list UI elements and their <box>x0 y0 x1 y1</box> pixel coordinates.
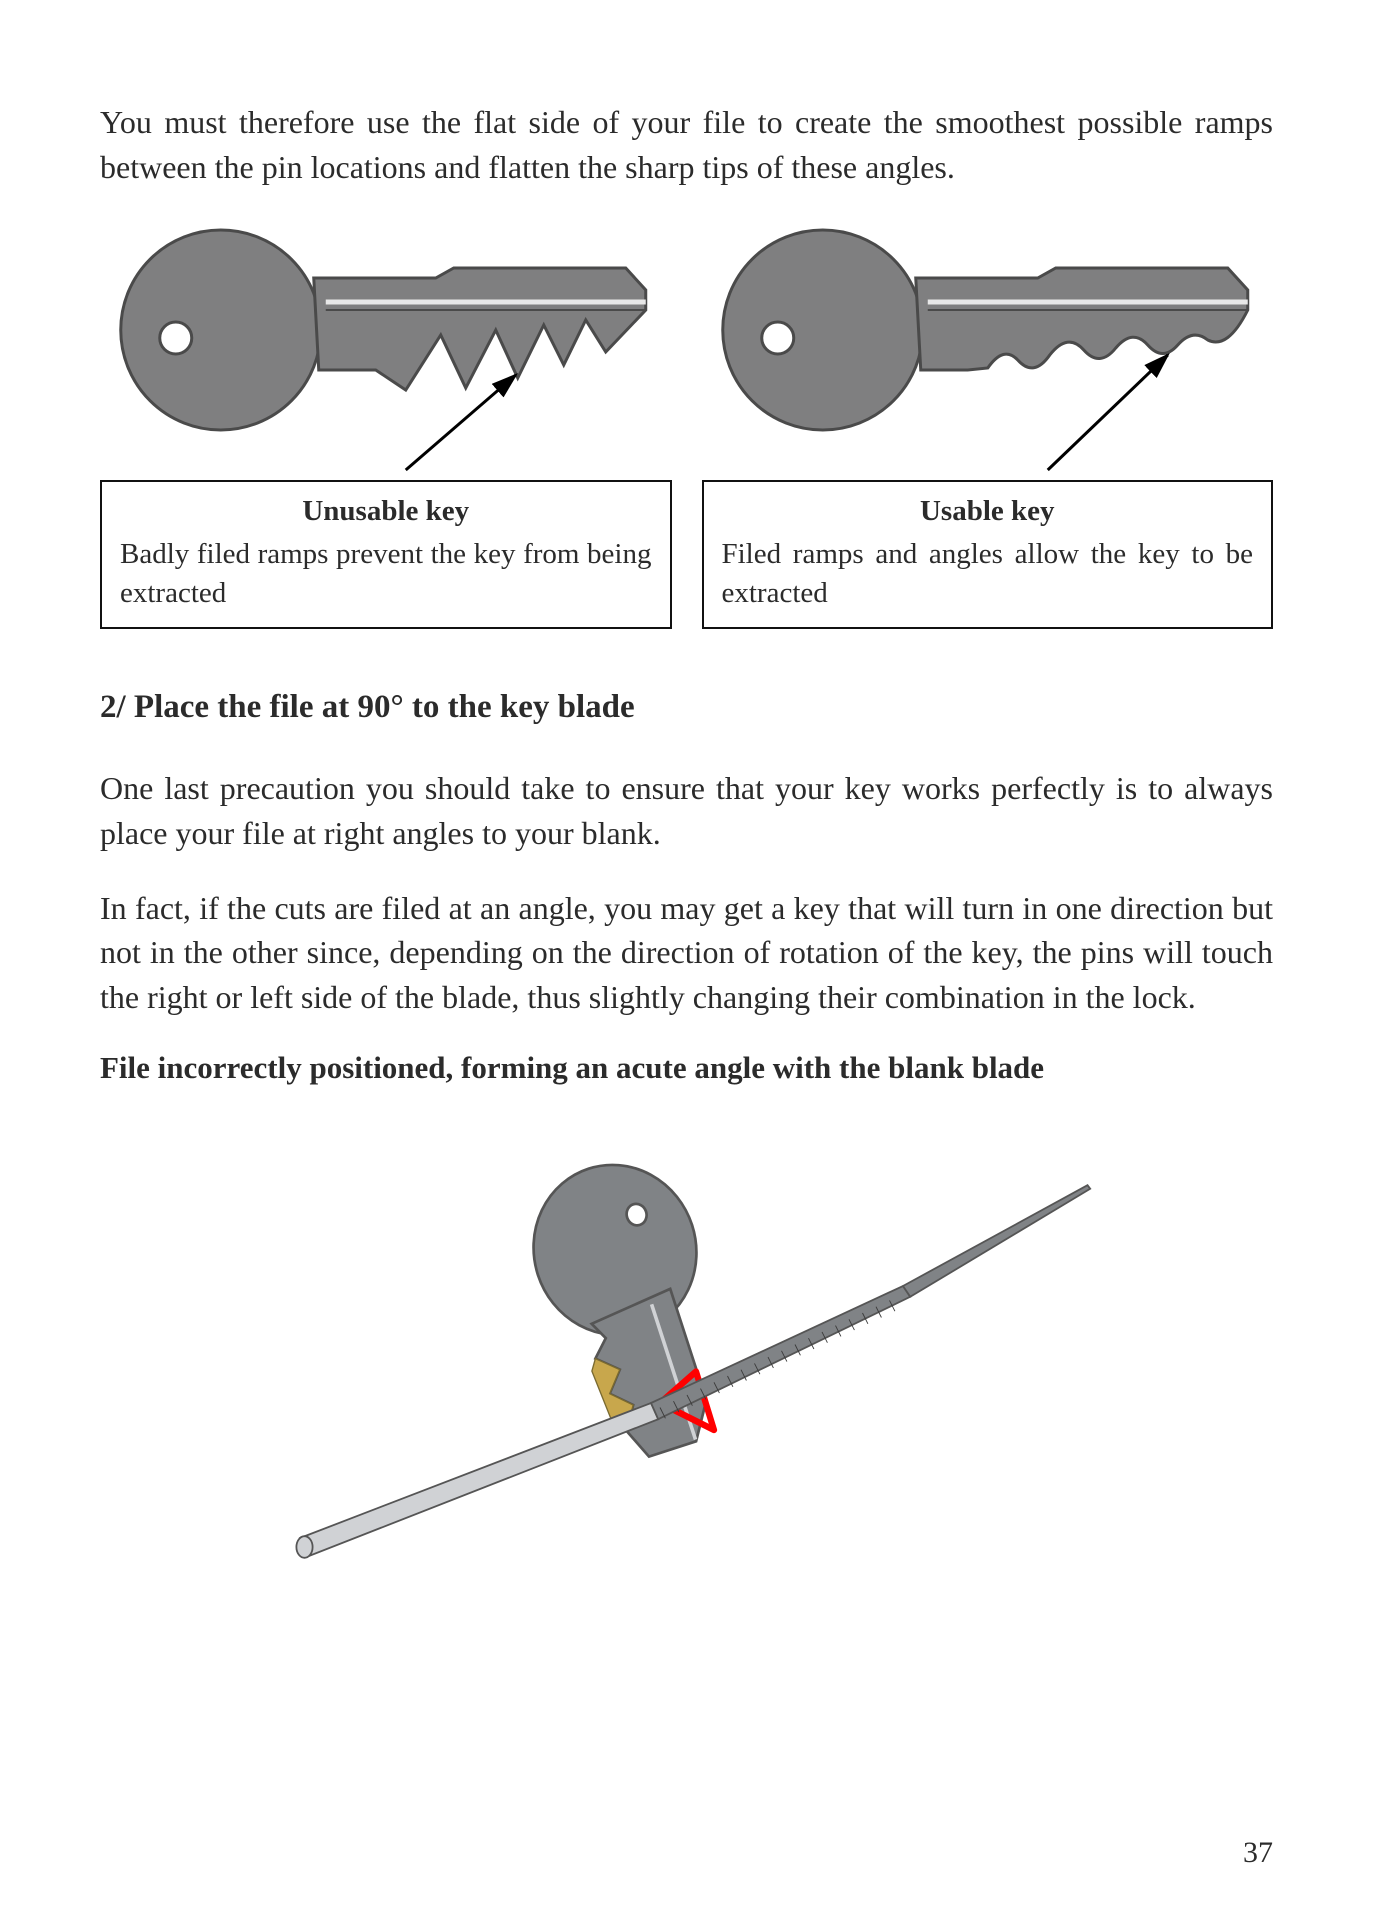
unusable-key-caption-box: Unusable key Badly filed ramps prevent t… <box>100 480 672 629</box>
page-number: 37 <box>1243 1836 1273 1870</box>
figure2-wrap <box>100 1106 1273 1610</box>
usable-key-caption-title: Usable key <box>722 492 1254 531</box>
intro-paragraph: You must therefore use the flat side of … <box>100 100 1273 190</box>
unusable-key-figure <box>100 220 672 480</box>
usable-key-caption-box: Usable key Filed ramps and angles allow … <box>702 480 1274 629</box>
subheading: 2/ Place the file at 90° to the key blad… <box>100 689 1273 726</box>
unusable-key-caption-body: Badly filed ramps prevent the key from b… <box>120 535 652 613</box>
figure2-caption: File incorrectly positioned, forming an … <box>100 1050 1273 1086</box>
usable-key-figure <box>702 220 1274 480</box>
usable-key-caption-body: Filed ramps and angles allow the key to … <box>722 535 1254 613</box>
unusable-key-caption-title: Unusable key <box>120 492 652 531</box>
paragraph-2: One last precaution you should take to e… <box>100 766 1273 856</box>
paragraph-3: In fact, if the cuts are filed at an ang… <box>100 886 1273 1020</box>
usable-key-column: Usable key Filed ramps and angles allow … <box>702 220 1274 629</box>
file-angle-figure <box>237 1106 1137 1610</box>
page: You must therefore use the flat side of … <box>0 0 1373 1920</box>
key-diagram-row: Unusable key Badly filed ramps prevent t… <box>100 220 1273 629</box>
unusable-key-column: Unusable key Badly filed ramps prevent t… <box>100 220 672 629</box>
